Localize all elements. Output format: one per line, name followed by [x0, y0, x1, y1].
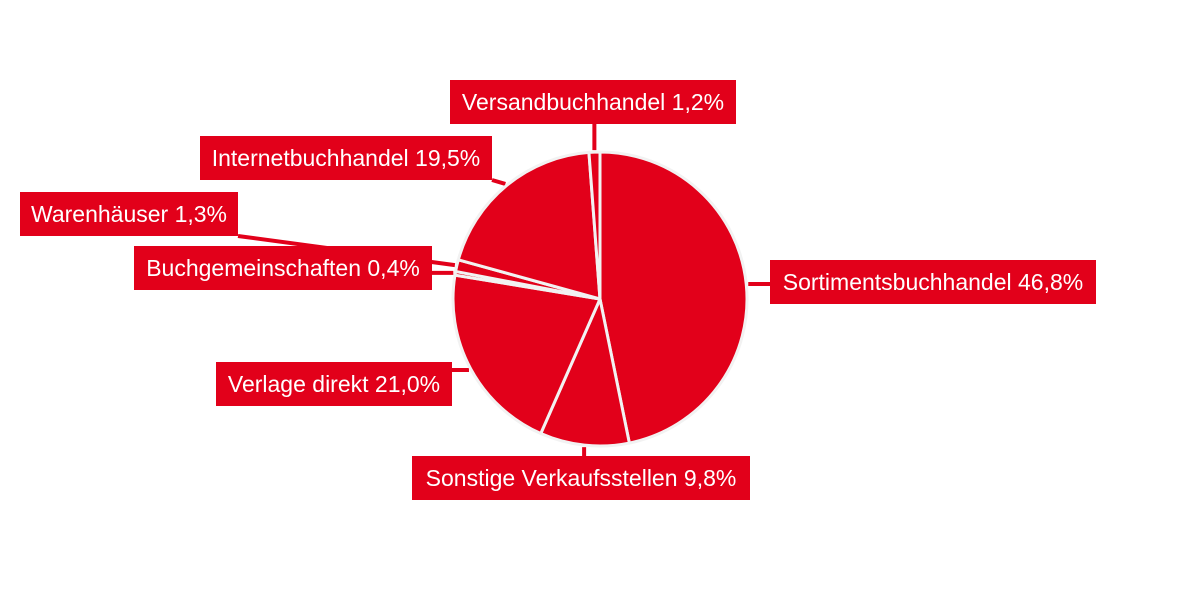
- pie-labels: Sortimentsbuchhandel 46,8% Sonstige Verka…: [20, 80, 1096, 500]
- pie-slice-internetbuchhandel: [456, 150, 602, 301]
- pie-slice-sonstige-verkaufsstellen: [539, 297, 631, 448]
- pie-slices: [451, 150, 749, 448]
- pie-label-sortimentsbuchhandel: Sortimentsbuchhandel 46,8%: [770, 260, 1096, 304]
- pie-slice-verlage-direkt: [451, 273, 602, 436]
- pie-label-warenhaeuser: Warenhäuser 1,3%: [20, 192, 238, 236]
- pie-label-box: [134, 246, 432, 290]
- pie-slice-versandbuchhandel: [587, 150, 602, 301]
- pie-label-text: Sortimentsbuchhandel 46,8%: [783, 269, 1083, 295]
- pie-label-text: Buchgemeinschaften 0,4%: [146, 255, 420, 281]
- pie-label-text: Versandbuchhandel 1,2%: [462, 89, 724, 115]
- pie-label-text: Internetbuchhandel 19,5%: [212, 145, 481, 171]
- leader-line-internetbuchhandel: [491, 178, 506, 186]
- pie-label-sonstige-verkaufsstellen: Sonstige Verkaufsstellen 9,8%: [412, 456, 750, 500]
- pie-label-text: Sonstige Verkaufsstellen 9,8%: [426, 465, 737, 491]
- pie-label-box: [216, 362, 452, 406]
- pie-label-internetbuchhandel: Internetbuchhandel 19,5%: [200, 136, 492, 180]
- pie-label-buchgemeinschaften: Buchgemeinschaften 0,4%: [134, 246, 432, 290]
- pie-label-box: [20, 192, 238, 236]
- pie-label-text: Warenhäuser 1,3%: [31, 201, 227, 227]
- pie-label-versandbuchhandel: Versandbuchhandel 1,2%: [450, 80, 736, 124]
- pie-label-box: [412, 456, 750, 500]
- pie-label-text: Verlage direkt 21,0%: [228, 371, 440, 397]
- pie-label-box: [770, 260, 1096, 304]
- pie-label-box: [200, 136, 492, 180]
- pie-label-verlage-direkt: Verlage direkt 21,0%: [216, 362, 452, 406]
- pie-label-box: [450, 80, 736, 124]
- pie-slice-sortimentsbuchhandel: [598, 150, 749, 445]
